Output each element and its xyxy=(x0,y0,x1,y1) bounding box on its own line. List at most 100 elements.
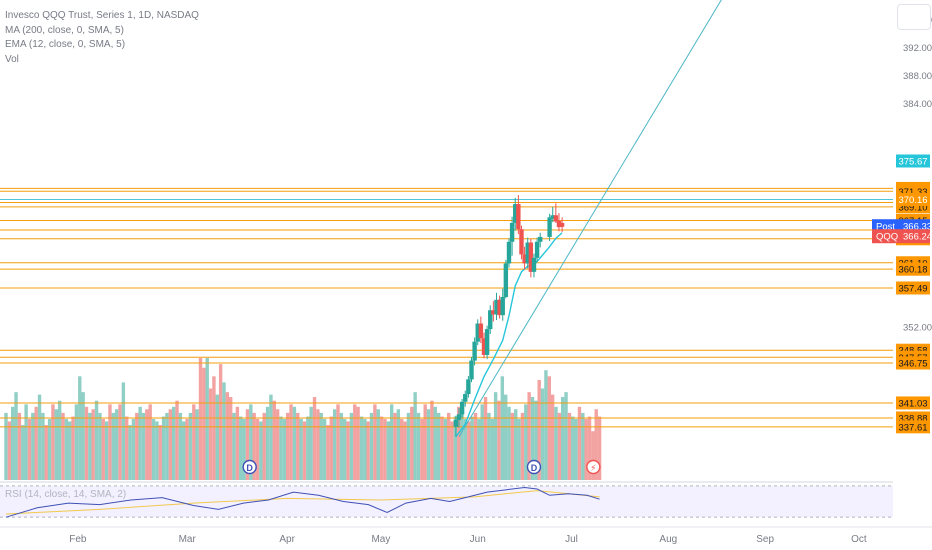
level-price-badge-text: 360.18 xyxy=(898,265,927,276)
volume-bar xyxy=(560,397,565,480)
volume-bar xyxy=(430,400,434,480)
last-price-badge-label: QQQ xyxy=(876,232,898,243)
candle-body xyxy=(466,379,471,395)
volume-bar xyxy=(161,416,166,480)
corner-widget[interactable] xyxy=(897,4,931,30)
volume-bar xyxy=(440,416,444,480)
trend-line[interactable] xyxy=(458,0,725,437)
volume-bar xyxy=(198,358,203,480)
candlesticks xyxy=(453,195,565,437)
volume-bar xyxy=(299,419,303,480)
volume-bar xyxy=(423,404,427,480)
volume-bar xyxy=(285,412,290,480)
volume-bar xyxy=(104,421,109,480)
volume-bar xyxy=(497,400,501,480)
volume-bar xyxy=(510,412,515,480)
volume-bar xyxy=(507,406,511,480)
volume-bar xyxy=(78,376,82,480)
volume-bar xyxy=(346,421,350,480)
volume-bar xyxy=(306,416,310,480)
volume-bar xyxy=(312,397,317,480)
symbol-title[interactable]: Invesco QQQ Trust, Series 1, 1D, NASDAQ xyxy=(5,10,199,21)
horizontal-price-levels[interactable] xyxy=(0,187,893,428)
post-badge-value: 366.33 xyxy=(903,222,932,233)
volume-bar xyxy=(376,409,380,480)
line-price-badge-text: 370.16 xyxy=(898,195,927,206)
volume-bar xyxy=(41,412,45,480)
candle-body xyxy=(497,299,502,316)
candle-body xyxy=(500,296,505,316)
time-tick-label: Jun xyxy=(470,534,486,545)
volume-bar xyxy=(514,409,518,480)
volume-bar xyxy=(517,419,521,480)
candle-body xyxy=(484,329,490,355)
volume-bar xyxy=(54,409,59,480)
candle-body xyxy=(516,204,521,230)
volume-bar xyxy=(11,406,15,480)
last-price-badge xyxy=(872,229,930,244)
event-markers[interactable]: D D ⚡ xyxy=(242,459,601,475)
candle-body xyxy=(488,310,493,330)
volume-bar xyxy=(255,419,260,480)
volume-bar xyxy=(94,400,99,480)
volume-bar xyxy=(252,412,256,480)
volume-bar xyxy=(151,419,156,480)
rsi-band xyxy=(0,485,893,518)
volume-bar xyxy=(446,412,451,480)
ma-indicator-label[interactable]: MA (200, close, 0, SMA, 5) xyxy=(5,24,124,36)
line-price-badge xyxy=(896,192,930,206)
volume-bar xyxy=(396,409,401,480)
dividend-marker xyxy=(526,459,542,475)
volume-bar xyxy=(222,382,226,480)
volume-bar xyxy=(165,412,169,480)
chart-legend: Invesco QQQ Trust, Series 1, 1D, NASDAQ … xyxy=(5,9,199,67)
volume-bar xyxy=(343,419,347,480)
volume-bar xyxy=(524,404,528,480)
volume-bar xyxy=(329,416,333,480)
volume-bar xyxy=(527,392,531,480)
volume-bar xyxy=(57,400,62,480)
volume-bar xyxy=(289,404,293,480)
time-axis[interactable]: Feb Mar Apr May Jun Jul Aug Sep Oct xyxy=(0,526,932,545)
volume-bar xyxy=(483,397,488,480)
volume-bar xyxy=(567,412,572,480)
volume-bar xyxy=(332,409,337,480)
last-price-badge-value: 366.24 xyxy=(903,232,932,243)
volume-bar xyxy=(373,404,377,480)
volume-bar xyxy=(171,406,176,480)
volume-bar xyxy=(135,412,139,480)
level-price-badge-text: 369.10 xyxy=(898,202,927,213)
volume-bar xyxy=(363,419,367,480)
volume-bar xyxy=(242,419,246,480)
volume-bar xyxy=(24,404,28,480)
candle-body xyxy=(463,394,468,402)
volume-bar xyxy=(420,419,424,480)
volume-bar xyxy=(178,412,183,480)
volume-indicator-label[interactable]: Vol xyxy=(5,53,19,65)
rsi-legend-label[interactable]: RSI (14, close, 14, SMA, 2) xyxy=(5,489,126,500)
candle-body xyxy=(550,215,555,219)
candle-body xyxy=(531,257,537,272)
dividend-marker-label: D xyxy=(531,463,538,473)
candle-body xyxy=(525,242,530,264)
volume-bar xyxy=(158,425,162,480)
volume-bar xyxy=(218,364,223,480)
volume-bar xyxy=(359,416,364,480)
price-axis[interactable]: 352.00384.00388.00392.00396.00371.74371.… xyxy=(872,0,932,550)
candle-body xyxy=(547,217,552,237)
time-tick-label: Jul xyxy=(565,534,578,545)
volume-bar xyxy=(239,416,243,480)
price-tick-label: 352.00 xyxy=(903,322,932,333)
volume-bar xyxy=(7,421,12,480)
volume-bar xyxy=(212,376,216,480)
candle-body xyxy=(513,204,518,223)
volume-bar xyxy=(473,412,478,480)
ema-price-badge xyxy=(896,154,930,168)
volume-bar xyxy=(282,419,287,480)
volume-bar xyxy=(225,392,230,480)
volume-bar xyxy=(587,416,592,480)
ema-indicator-label[interactable]: EMA (12, close, 0, SMA, 5) xyxy=(5,39,126,50)
volume-bar xyxy=(544,370,548,480)
volume-bar xyxy=(188,412,193,480)
